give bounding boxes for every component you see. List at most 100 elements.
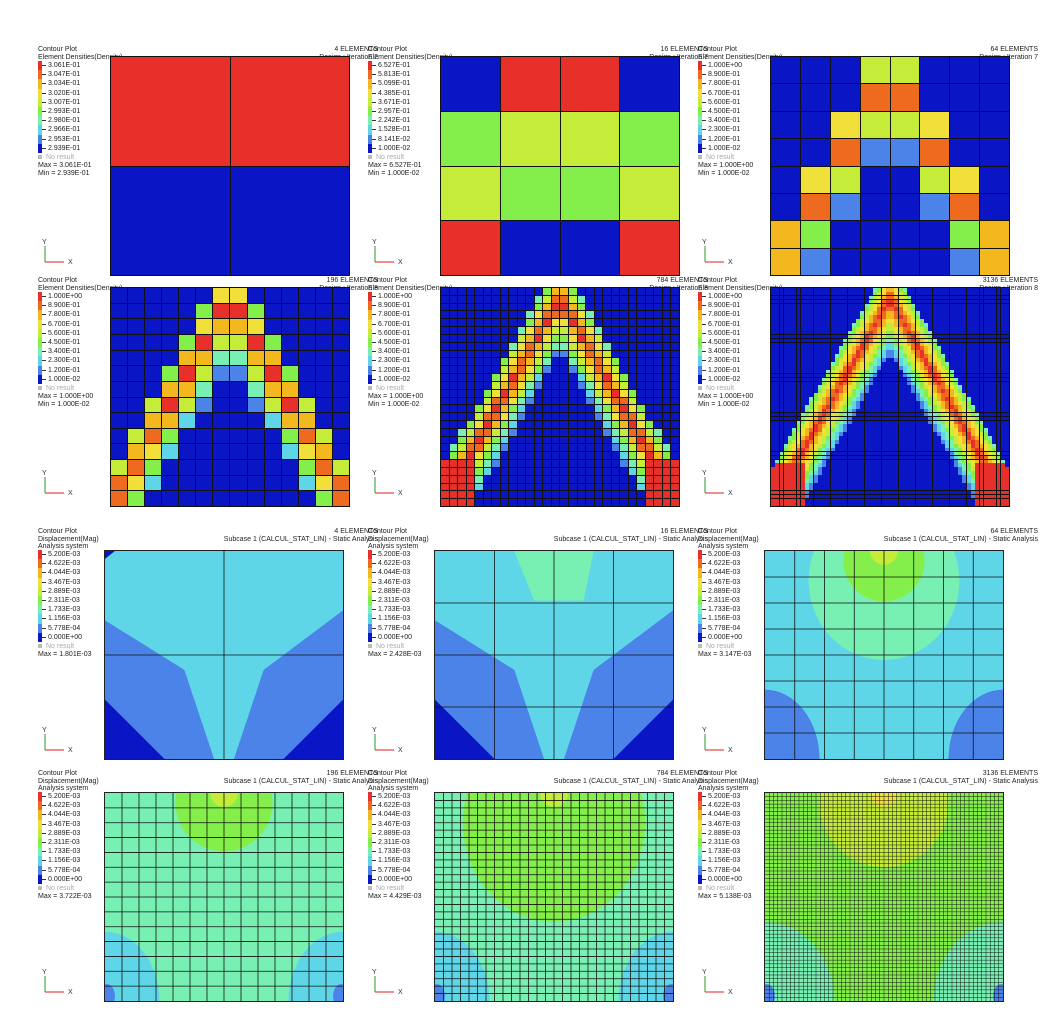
mesh-element (1005, 416, 1009, 421)
mesh-element (809, 397, 814, 401)
mesh-element (779, 482, 784, 487)
mesh-element (881, 323, 886, 327)
mesh-element (992, 459, 997, 464)
mesh-element (834, 303, 839, 308)
mesh-element (1000, 373, 1005, 378)
legend-row: 1.000E-02 (38, 374, 93, 384)
mesh-element (788, 498, 792, 503)
mesh-element (949, 365, 954, 370)
mesh-element (826, 358, 831, 362)
mesh-element (830, 440, 835, 444)
mesh-element (830, 166, 860, 193)
legend-value: 7.800E-01 (708, 80, 741, 88)
legend-tick (42, 92, 46, 94)
mesh-element (962, 475, 967, 479)
mesh-element (654, 491, 662, 499)
mesh-element (628, 413, 637, 420)
mesh-element (928, 288, 933, 292)
mesh-element (826, 479, 831, 483)
mesh-element (945, 315, 950, 319)
mesh-element (907, 443, 912, 448)
mesh-element (281, 460, 298, 475)
mesh-element (953, 412, 958, 417)
mesh-element (890, 401, 895, 405)
mesh-element (796, 416, 801, 421)
mesh-element (979, 475, 984, 479)
legend-swatch (698, 61, 702, 71)
mesh-element (805, 440, 809, 444)
mesh-element (843, 393, 848, 397)
mesh-element (843, 432, 848, 436)
mesh-element (775, 440, 780, 444)
mesh-element (586, 405, 594, 413)
mesh-element (979, 408, 984, 413)
mesh-element (949, 393, 954, 397)
mesh-element (458, 452, 466, 460)
mesh-element (809, 471, 814, 475)
legend-tick (42, 805, 46, 807)
mesh-element (611, 397, 620, 405)
mesh-element (988, 288, 992, 292)
mesh-element (830, 319, 835, 323)
mesh-element (792, 393, 797, 397)
mesh-element (979, 338, 984, 343)
mesh-element (796, 319, 801, 323)
mesh-element (805, 467, 809, 471)
mesh-element (932, 362, 937, 366)
mesh-element (992, 307, 997, 312)
mesh-element (988, 479, 992, 483)
no-result-label: No result (46, 384, 75, 392)
mesh-element (645, 342, 654, 350)
mesh-element (873, 463, 878, 468)
mesh-element (881, 350, 886, 354)
mesh-element (839, 291, 844, 296)
mesh-element (543, 327, 551, 334)
mesh-element (988, 482, 992, 487)
mesh-element (996, 288, 1001, 292)
mesh-element (864, 475, 869, 479)
mesh-element (620, 491, 628, 499)
mesh-element (945, 432, 950, 436)
mesh-element (162, 319, 179, 334)
mesh-element (932, 319, 937, 323)
mesh-element (962, 447, 967, 452)
mesh-element (517, 452, 526, 460)
mesh-element (847, 303, 852, 308)
mesh-element (788, 303, 792, 308)
mesh-element (992, 338, 997, 343)
mesh-element (315, 288, 332, 303)
mesh-element (500, 295, 509, 303)
mesh-element (775, 471, 780, 475)
mesh-element (551, 288, 560, 295)
mesh-element (475, 358, 483, 366)
mesh-element (890, 475, 895, 479)
mesh-element (890, 412, 895, 417)
mesh-element (792, 502, 797, 506)
mesh-element (1000, 401, 1005, 405)
mesh-element (826, 369, 831, 374)
mesh-element (775, 303, 780, 308)
mesh-element (475, 389, 483, 397)
legend-tick (372, 805, 376, 807)
mesh-element (979, 393, 984, 397)
mesh-element (569, 452, 577, 460)
mesh-element (162, 491, 179, 506)
mesh-element (962, 494, 967, 499)
mesh-element (970, 420, 975, 425)
mesh-element (441, 342, 449, 350)
legend-value: 3.467E-03 (708, 820, 741, 828)
mesh-element (843, 350, 848, 354)
mesh-element (517, 413, 526, 420)
mesh-element (975, 288, 980, 292)
legend-tick (42, 869, 46, 871)
mesh-element (517, 303, 526, 311)
legend-row: 2.993E-01 (38, 106, 92, 117)
mesh-element (907, 393, 912, 397)
mesh-element (928, 479, 933, 483)
mesh-element (936, 412, 941, 417)
mesh-element (620, 460, 628, 467)
mesh-element (771, 381, 775, 386)
mesh-element (992, 479, 997, 483)
mesh-element (822, 467, 827, 471)
mesh-element (813, 432, 818, 436)
